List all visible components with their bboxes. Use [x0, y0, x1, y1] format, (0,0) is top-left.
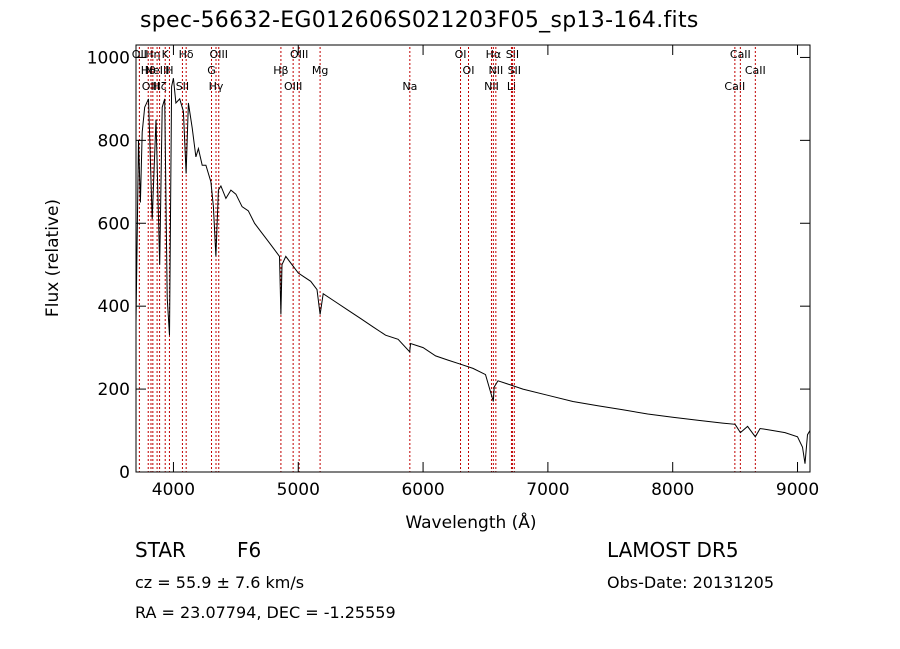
- line-label-17: Na: [402, 80, 417, 93]
- survey-name: LAMOST DR5: [607, 538, 739, 562]
- redshift-velocity: cz = 55.9 ± 7.6 km/s: [135, 573, 305, 592]
- line-label-26: CaII: [724, 80, 745, 93]
- y-tick-label-1: 200: [98, 380, 130, 400]
- observation-date: Obs-Date: 20131205: [607, 573, 775, 592]
- line-label-16: Mg: [312, 64, 328, 77]
- x-tick-label-1: 5000: [277, 480, 320, 500]
- line-label-23: Li: [507, 80, 516, 93]
- x-tick-label-0: 4000: [152, 480, 195, 500]
- line-label-11: Hγ: [209, 80, 224, 93]
- y-tick-label-4: 800: [98, 131, 130, 151]
- line-label-21: Hα: [486, 48, 502, 61]
- line-label-5: Hζ: [152, 80, 166, 93]
- line-label-25: SII: [508, 64, 521, 77]
- y-tick-label-5: 1000: [87, 48, 130, 68]
- coordinates: RA = 23.07794, DEC = -1.25559: [135, 603, 396, 622]
- chart-title: spec-56632-EG012606S021203F05_sp13-164.f…: [140, 8, 699, 33]
- line-label-2: OIII: [142, 80, 160, 93]
- line-label-7: H: [165, 64, 173, 77]
- y-tick-label-2: 400: [98, 297, 130, 317]
- line-label-28: CaII: [745, 64, 766, 77]
- line-label-15: OIII: [290, 48, 308, 61]
- line-label-14: OIII: [284, 80, 302, 93]
- x-tick-label-3: 7000: [526, 480, 569, 500]
- line-label-13: Hβ: [273, 64, 288, 77]
- line-label-4: NeIII: [145, 64, 170, 77]
- spectral-subclass: F6: [237, 538, 262, 562]
- x-tick-label-4: 8000: [651, 480, 694, 500]
- line-label-9: Hδ: [179, 48, 194, 61]
- line-label-22: NII: [488, 64, 503, 77]
- line-label-1: Hθ: [141, 64, 156, 77]
- line-label-27: CaII: [730, 48, 751, 61]
- line-label-24: SII: [506, 48, 519, 61]
- axes: 4000 5000 6000 7000 8000 9000 0 200 400 600 800 100…: [87, 45, 819, 500]
- line-label-18: OI: [455, 48, 467, 61]
- line-label-10: G: [207, 64, 216, 77]
- object-class: STAR: [135, 538, 186, 562]
- line-label-6: K: [162, 48, 170, 61]
- y-tick-label-3: 600: [98, 214, 130, 234]
- line-label-8: SII: [176, 80, 189, 93]
- y-axis-label: Flux (relative): [43, 199, 63, 317]
- y-tick-label-0: 0: [119, 463, 130, 483]
- line-label-19: OI: [463, 64, 475, 77]
- x-tick-label-2: 6000: [401, 480, 444, 500]
- line-label-3: Hη: [145, 48, 160, 61]
- emission-line-markers: OIIHθOIIIHηNeIIIHζKHSIIHδGHγOIIIHβOIIIOI…: [132, 47, 766, 472]
- x-axis-label: Wavelength (Å): [405, 511, 536, 533]
- spectrum-line: [135, 78, 811, 464]
- line-label-20: NII: [484, 80, 499, 93]
- plot-frame: [135, 44, 811, 473]
- x-tick-label-5: 9000: [776, 480, 819, 500]
- line-label-12: OIII: [210, 48, 228, 61]
